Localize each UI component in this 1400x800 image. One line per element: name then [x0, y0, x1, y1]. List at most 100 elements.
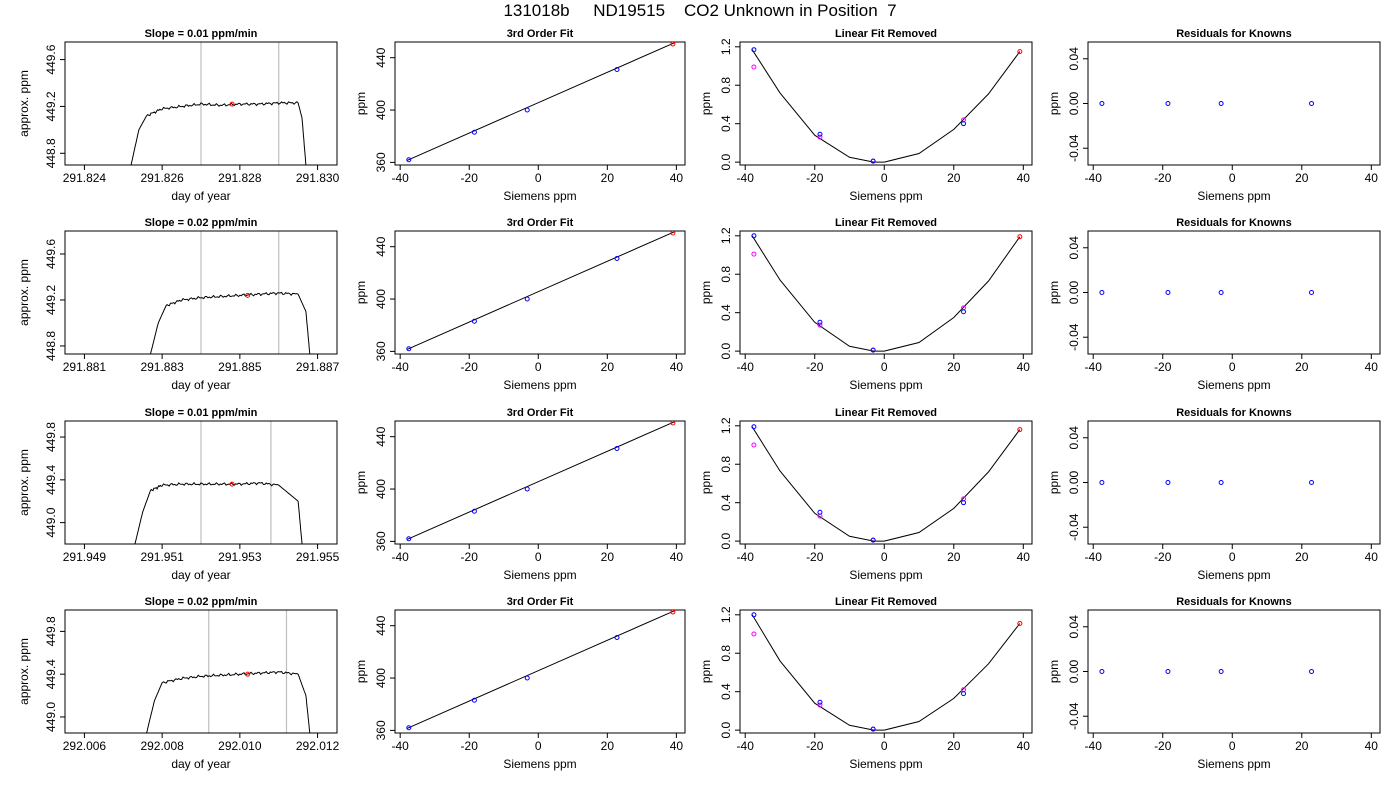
plot-frame — [64, 230, 338, 355]
y-tick-label: 449.4 — [44, 464, 58, 494]
known-point — [406, 725, 412, 731]
known-point — [1309, 480, 1315, 485]
y-tick-label: 449.6 — [44, 239, 58, 269]
known-point — [471, 129, 477, 135]
panel-1-1: Slope = 0.01 ppm/min day of year approx. p… — [17, 28, 340, 203]
x-tick-label: -20 — [806, 550, 824, 564]
known-point — [870, 158, 876, 164]
x-tick-label: 291.885 — [218, 360, 262, 374]
x-tick-label: -20 — [1154, 550, 1172, 564]
y-axis-label: ppm — [354, 92, 368, 115]
data-trace-line — [130, 101, 307, 165]
x-tick-label: -40 — [1085, 739, 1103, 753]
y-tick-label: 0.0 — [719, 532, 733, 549]
known-point — [751, 233, 757, 239]
plot-frame — [394, 230, 686, 355]
x-axis-label: Siemens ppm — [1197, 378, 1270, 392]
x-axis-label: Siemens ppm — [849, 568, 922, 582]
y-tick-label: 1.2 — [719, 227, 733, 244]
y-tick-label: 0.00 — [1067, 280, 1081, 304]
x-tick-label: -40 — [392, 360, 410, 374]
x-axis-label: Siemens ppm — [1197, 568, 1270, 582]
x-tick-label: -20 — [461, 739, 479, 753]
x-tick-label: 292.012 — [296, 739, 340, 753]
panel-title: Slope = 0.01 ppm/min — [145, 28, 258, 40]
panel-title: 3rd Order Fit — [507, 217, 574, 229]
fit-line — [406, 42, 675, 161]
x-tick-label: 20 — [601, 739, 615, 753]
known-point — [1165, 480, 1171, 485]
x-tick-label: 20 — [947, 739, 961, 753]
panel-title: Slope = 0.01 ppm/min — [145, 407, 258, 419]
y-tick-label: 360 — [374, 531, 388, 551]
panel-title: 3rd Order Fit — [507, 407, 574, 419]
known-point — [961, 121, 967, 127]
x-tick-label: 20 — [947, 360, 961, 374]
y-tick-label: 0.04 — [1067, 236, 1081, 260]
data-trace-line — [134, 481, 303, 544]
y-tick-label: 0.00 — [1067, 659, 1081, 683]
known-point — [817, 699, 823, 705]
known-point — [1165, 101, 1171, 106]
y-tick-label: 1.2 — [719, 417, 733, 434]
known-point — [1309, 290, 1315, 295]
x-tick-label: 20 — [601, 360, 615, 374]
data-layer — [751, 612, 1023, 732]
known-point — [614, 634, 620, 640]
unknown-point — [670, 42, 676, 47]
panel-1-3: Linear Fit Removed Siemens ppm ppm -40 -20 0 2… — [699, 28, 1033, 203]
y-tick-label: 360 — [374, 341, 388, 361]
y-tick-label: 448.8 — [44, 331, 58, 361]
data-layer — [751, 424, 1023, 543]
known-point — [870, 537, 876, 543]
x-tick-label: 20 — [1295, 171, 1309, 185]
x-tick-label: -40 — [737, 550, 755, 564]
panel-1-2: 3rd Order Fit Siemens ppm ppm -40 -20 0 20 40 36… — [354, 28, 686, 203]
plot-frame — [739, 609, 1033, 734]
plot-frame — [739, 230, 1033, 355]
x-tick-label: -20 — [806, 171, 824, 185]
y-tick-label: 360 — [374, 152, 388, 172]
x-tick-label: 0 — [881, 739, 888, 753]
known-point — [870, 726, 876, 732]
known-point — [1309, 101, 1315, 106]
y-tick-label: 449.2 — [44, 91, 58, 121]
panel-title: Linear Fit Removed — [835, 596, 937, 608]
x-axis-label: day of year — [171, 568, 230, 582]
x-tick-label: 292.008 — [140, 739, 184, 753]
panel-title: 3rd Order Fit — [507, 28, 574, 40]
data-trace-line — [146, 670, 311, 733]
data-layer — [1099, 101, 1315, 106]
x-tick-label: -40 — [1085, 550, 1103, 564]
known-point — [524, 675, 530, 681]
x-tick-label: 291.953 — [218, 550, 262, 564]
unknown-point — [670, 231, 676, 236]
data-layer — [751, 47, 1023, 164]
x-tick-label: 20 — [1295, 550, 1309, 564]
x-tick-label: 0 — [1229, 550, 1236, 564]
y-tick-label: 0.8 — [719, 456, 733, 473]
unknown-point — [670, 610, 676, 615]
panel-title: Linear Fit Removed — [835, 217, 937, 229]
x-tick-label: -20 — [461, 360, 479, 374]
panel-2-3: Linear Fit Removed Siemens ppm ppm -40 -20 0 2… — [699, 217, 1033, 392]
x-tick-label: 20 — [1295, 739, 1309, 753]
known-point — [1165, 290, 1171, 295]
fit-curve — [751, 426, 1021, 542]
x-tick-label: 40 — [1017, 739, 1031, 753]
y-tick-label: 400 — [374, 479, 388, 499]
plot-frame — [1087, 609, 1381, 734]
unknown-point — [1017, 234, 1023, 240]
panel-title: Residuals for Knowns — [1176, 596, 1292, 608]
known-point-alt — [817, 322, 823, 328]
y-tick-label: 449.0 — [44, 507, 58, 537]
x-tick-label: -40 — [1085, 360, 1103, 374]
x-tick-label: -20 — [461, 171, 479, 185]
known-point — [1099, 290, 1105, 295]
x-tick-label: -20 — [1154, 360, 1172, 374]
x-tick-label: 40 — [670, 171, 684, 185]
y-tick-label: 0.00 — [1067, 91, 1081, 115]
x-tick-label: -20 — [461, 550, 479, 564]
plot-frame — [64, 609, 338, 734]
x-axis-label: day of year — [171, 189, 230, 203]
